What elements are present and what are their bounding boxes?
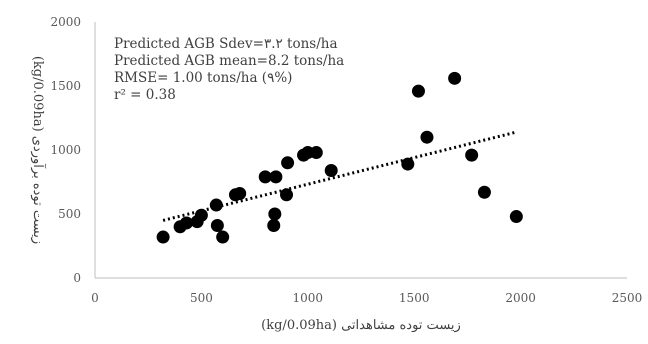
stats-annotation-line: r² = 0.38 (114, 87, 176, 103)
y-tick-label: 1500 (50, 79, 81, 93)
x-tick-label: 500 (190, 291, 213, 305)
x-tick-label: 1000 (293, 291, 324, 305)
stats-annotations: Predicted AGB Sdev=۳.۲ tons/haPredicted … (114, 36, 344, 103)
data-points (156, 71, 523, 244)
data-point (509, 210, 523, 224)
y-tick-label: 0 (73, 271, 81, 285)
y-tick-labels: 0 500 1000 1500 2000 (50, 15, 81, 285)
stats-annotation-line: RMSE= 1.00 tons/ha (۹%) (114, 70, 292, 86)
y-axis-title: زیست توده برآوردی (kg/0.09ha) (30, 56, 47, 244)
x-tick-label: 2000 (505, 291, 536, 305)
data-point (233, 187, 247, 201)
x-axis-title: زیست توده مشاهداتی (kg/0.09ha) (261, 318, 461, 333)
x-tick-label: 0 (91, 291, 99, 305)
x-tick-labels: 0 500 1000 1500 2000 2500 (91, 291, 642, 305)
data-point (216, 230, 230, 244)
data-point (281, 156, 295, 170)
data-point (448, 71, 462, 85)
data-point (180, 216, 194, 230)
y-tick-label: 2000 (50, 15, 81, 29)
x-tick-label: 1500 (399, 291, 430, 305)
trendline (162, 130, 517, 222)
stats-annotation-line: Predicted AGB mean=8.2 tons/ha (114, 53, 344, 69)
stats-annotation-line: Predicted AGB Sdev=۳.۲ tons/ha (114, 36, 338, 52)
data-point (280, 188, 294, 202)
data-point (209, 198, 223, 212)
y-tick-label: 1000 (50, 143, 81, 157)
data-point (477, 185, 491, 199)
data-point (268, 207, 282, 221)
data-point (309, 146, 323, 160)
data-point (258, 170, 272, 184)
data-point (156, 230, 170, 244)
data-point (267, 219, 281, 233)
x-tick-label: 2500 (612, 291, 643, 305)
data-point (269, 170, 283, 184)
data-point (420, 130, 434, 144)
data-point (210, 219, 224, 233)
data-point (324, 163, 338, 177)
y-tick-label: 500 (58, 207, 81, 221)
data-point (401, 157, 415, 171)
data-point (411, 84, 425, 98)
data-point (465, 148, 479, 162)
